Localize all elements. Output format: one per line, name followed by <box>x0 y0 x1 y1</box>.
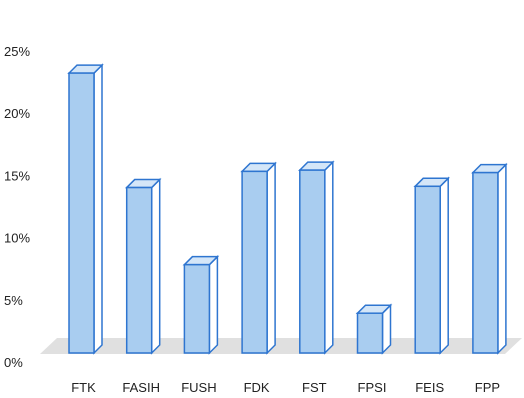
bar-side-face <box>324 160 334 355</box>
x-tick-label: FPP <box>475 380 500 395</box>
bar <box>413 176 451 355</box>
y-tick-label: 10% <box>4 231 30 246</box>
x-tick-label: FST <box>302 380 327 395</box>
x-axis-labels: FTK FASIH FUSH FDK FST FPSI FEIS FPP <box>71 380 500 395</box>
x-tick-label: FPSI <box>358 380 387 395</box>
y-tick-label: 25% <box>4 44 30 59</box>
bar-side-face <box>497 162 507 355</box>
x-tick-label: FEIS <box>415 380 444 395</box>
bar <box>124 177 162 355</box>
bar <box>297 160 335 355</box>
x-tick-label: FASIH <box>122 380 160 395</box>
bar-side-face <box>93 63 103 355</box>
bar-front-face <box>472 171 499 354</box>
x-tick-label: FDK <box>244 380 270 395</box>
bar-front-face <box>356 312 384 354</box>
x-tick-label: FTK <box>71 380 96 395</box>
bar <box>240 161 277 355</box>
y-tick-label: 20% <box>4 106 30 121</box>
bar-side-face <box>439 176 449 355</box>
bar <box>471 162 508 355</box>
chart-floor <box>40 338 522 354</box>
y-axis-ticks: 0% 5% 10% 15% 20% 25% <box>4 44 30 370</box>
bar-side-face <box>266 161 276 355</box>
bar-side-face <box>208 254 219 355</box>
bar <box>67 63 104 355</box>
y-tick-label: 0% <box>4 355 23 370</box>
bar-front-face <box>414 185 441 354</box>
bar-front-face <box>125 186 153 354</box>
x-tick-label: FUSH <box>181 380 216 395</box>
bar-side-face <box>150 177 161 355</box>
bar <box>182 254 220 355</box>
bar <box>355 303 393 355</box>
bars <box>67 63 508 355</box>
y-tick-label: 5% <box>4 293 23 308</box>
bar-front-face <box>68 72 95 354</box>
bar-front-face <box>183 263 211 354</box>
bar-front-face <box>299 169 326 354</box>
bar-front-face <box>241 170 268 354</box>
y-tick-label: 15% <box>4 168 30 183</box>
